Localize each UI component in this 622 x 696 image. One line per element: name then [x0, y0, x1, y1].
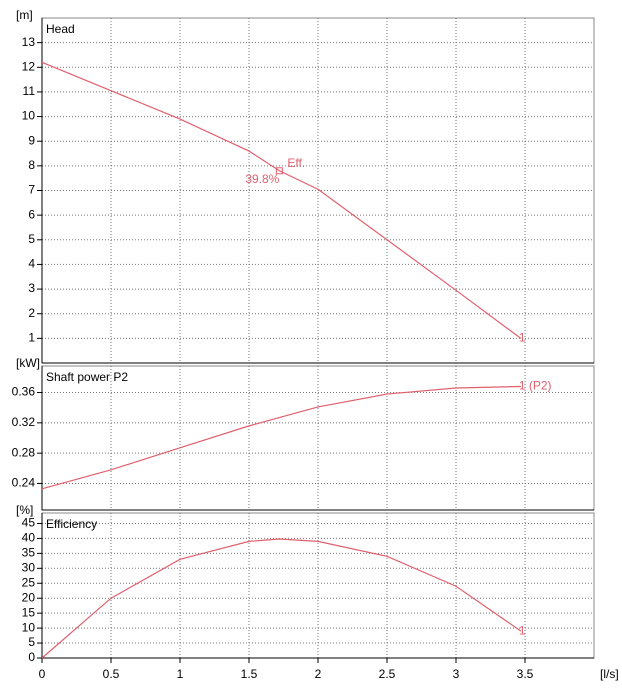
curve-label: 1 [519, 623, 526, 637]
y-tick-label: 1 [28, 331, 35, 345]
x-tick-label: 2.5 [379, 667, 396, 681]
x-tick-label: 1.5 [241, 667, 258, 681]
y-tick-label: 4 [28, 257, 35, 271]
y-tick-label: 12 [22, 59, 36, 73]
x-tick-label: 3.5 [517, 667, 534, 681]
y-tick-label: 8 [28, 158, 35, 172]
y-tick-label: 5 [28, 635, 35, 649]
y-tick-label: 3 [28, 281, 35, 295]
x-unit: [l/s] [600, 667, 619, 681]
y-tick-label: 13 [22, 35, 36, 49]
y-tick-label: 15 [22, 605, 36, 619]
panel-title: Efficiency [46, 517, 97, 531]
y-tick-label: 2 [28, 306, 35, 320]
curve-label: 1 [519, 331, 526, 345]
y-tick-label: 25 [22, 575, 36, 589]
y-unit: [%] [16, 503, 33, 517]
y-tick-label: 0.32 [12, 415, 36, 429]
y-tick-label: 0.24 [12, 476, 36, 490]
curve [41, 385, 521, 490]
curve [41, 538, 522, 659]
curve [41, 61, 522, 339]
y-tick-label: 40 [22, 531, 36, 545]
x-tick-label: 3 [453, 667, 460, 681]
y-tick-label: 9 [28, 133, 35, 147]
curve-label: 1 (P2) [519, 379, 552, 393]
annotation: Eff. [287, 156, 305, 170]
y-tick-label: 45 [22, 516, 36, 530]
panel-title: Head [46, 22, 75, 36]
y-tick-label: 0.28 [12, 445, 36, 459]
y-unit: [kW] [16, 356, 40, 370]
x-tick-label: 1 [177, 667, 184, 681]
y-tick-label: 5 [28, 232, 35, 246]
x-tick-label: 0 [39, 667, 46, 681]
annotation: 39.8% [245, 172, 279, 186]
y-tick-label: 30 [22, 560, 36, 574]
y-tick-label: 7 [28, 183, 35, 197]
y-unit: [m] [16, 8, 33, 22]
y-tick-label: 11 [23, 84, 36, 98]
y-tick-label: 0.36 [12, 385, 36, 399]
y-tick-label: 20 [22, 590, 36, 604]
y-tick-label: 6 [28, 207, 35, 221]
y-tick-label: 10 [22, 620, 36, 634]
y-tick-label: 10 [22, 109, 36, 123]
x-tick-label: 2 [315, 667, 322, 681]
x-tick-label: 0.5 [103, 667, 120, 681]
panel-title: Shaft power P2 [46, 370, 128, 384]
y-tick-label: 0 [28, 650, 35, 664]
y-tick-label: 35 [22, 546, 36, 560]
operating-point [275, 167, 283, 175]
